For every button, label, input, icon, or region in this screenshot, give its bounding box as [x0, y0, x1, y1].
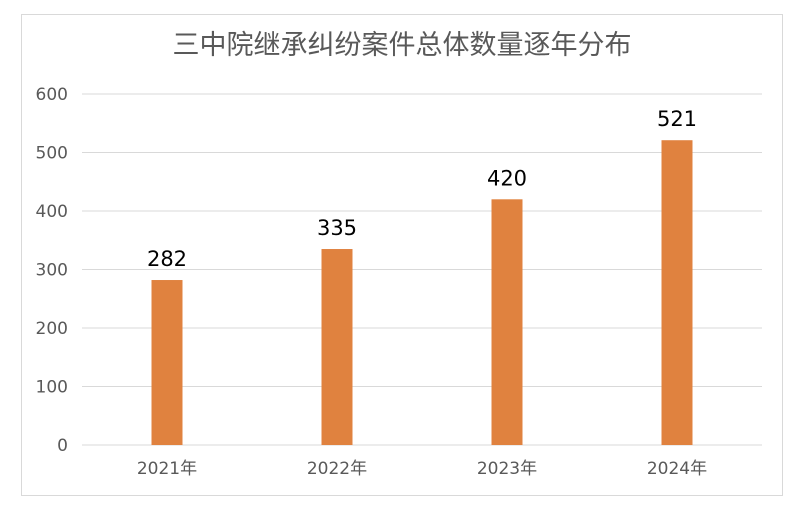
- y-tick-label: 0: [57, 436, 68, 456]
- gridlines: [82, 93, 762, 446]
- bar: [661, 140, 693, 445]
- y-tick-label: 300: [36, 261, 68, 281]
- x-tick-label: 2024年: [647, 459, 707, 479]
- y-tick-label: 100: [36, 378, 68, 398]
- y-tick-label: 600: [36, 85, 68, 105]
- chart-title: 三中院继承纠纷案件总体数量逐年分布: [173, 30, 632, 61]
- data-label: 521: [657, 107, 697, 131]
- bar: [321, 249, 353, 445]
- y-tick-label: 400: [36, 202, 68, 222]
- x-axis-ticks: 2021年 2022年 2023年 2024年: [137, 459, 707, 479]
- data-label: 335: [317, 216, 357, 240]
- data-labels: 282 335 420 521: [147, 107, 697, 271]
- bar: [151, 280, 183, 445]
- x-tick-label: 2021年: [137, 459, 197, 479]
- data-label: 420: [487, 166, 527, 190]
- x-tick-label: 2022年: [307, 459, 367, 479]
- bars: [151, 140, 693, 445]
- y-tick-label: 200: [36, 319, 68, 339]
- y-tick-label: 500: [36, 144, 68, 164]
- bar: [491, 199, 523, 445]
- data-label: 282: [147, 247, 187, 271]
- x-tick-label: 2023年: [477, 459, 537, 479]
- y-axis-ticks: 0 100 200 300 400 500 600: [36, 85, 68, 456]
